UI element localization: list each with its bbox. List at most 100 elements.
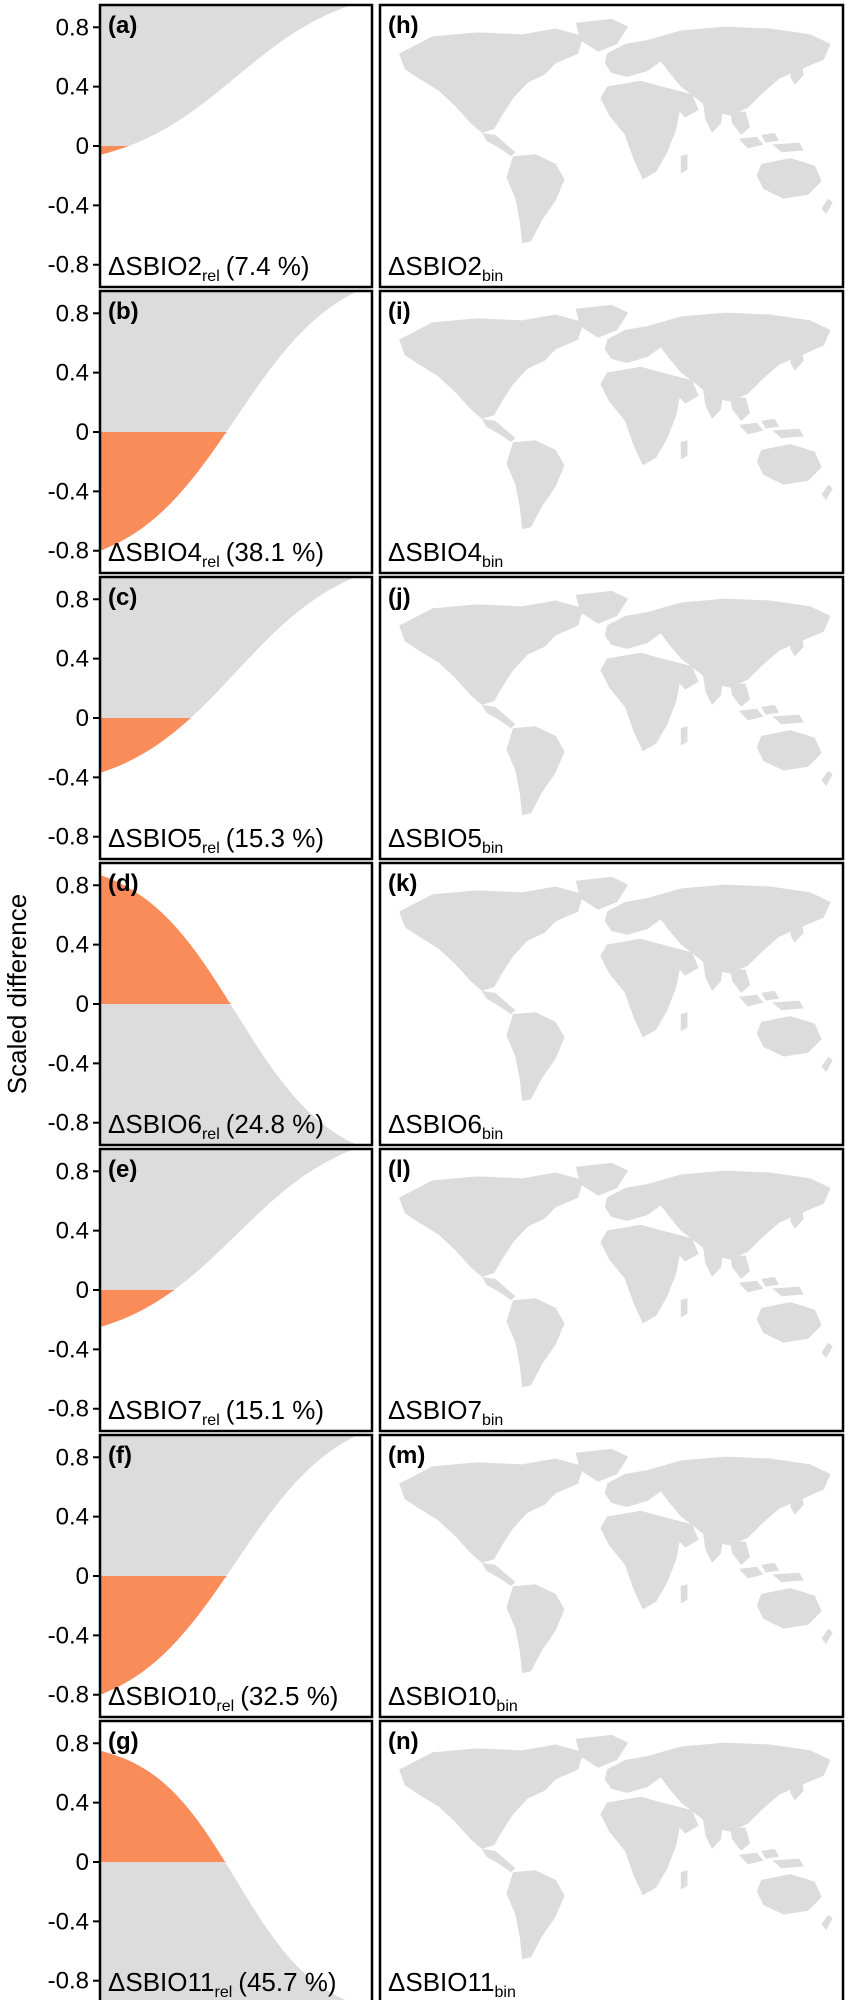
y-tick-label: -0.8 — [48, 1110, 89, 1137]
map-label: ΔSBIO11bin — [388, 1967, 516, 2000]
panel-label-pct: (15.3 %) — [226, 823, 324, 853]
panel-letter: (h) — [388, 12, 419, 39]
y-tick-label: -0.8 — [48, 1682, 89, 1709]
cdf-grey-area — [100, 5, 352, 146]
y-tick-label: -0.4 — [48, 1050, 89, 1077]
map-label-main: ΔSBIO10 — [388, 1681, 496, 1711]
y-tick-label: 0.8 — [56, 14, 89, 41]
cdf-panel: 0.8 0.4 0 -0.4 -0.8 (d) ΔSBIO6rel (24.8 %) — [48, 861, 374, 1147]
cdf-orange-area — [100, 718, 372, 773]
y-tick-label: 0.8 — [56, 1730, 89, 1757]
panel-label-pct: (15.1 %) — [226, 1395, 324, 1425]
y-tick-label: 0 — [76, 705, 89, 732]
cdf-orange-area — [100, 874, 372, 1004]
panel-label-sub: rel — [202, 840, 220, 857]
map-label: ΔSBIO10bin — [388, 1681, 518, 1715]
panel-letter: (l) — [388, 1156, 411, 1183]
world-land — [399, 18, 833, 244]
cdf-area-group — [100, 874, 372, 1145]
cdf-orange-area — [100, 1576, 372, 1695]
panel-label: ΔSBIO6rel (24.8 %) — [108, 1109, 324, 1143]
panel-label-main: ΔSBIO5 — [108, 823, 202, 853]
y-tick-label: 0 — [76, 1563, 89, 1590]
panel-label-main: ΔSBIO7 — [108, 1395, 202, 1425]
panel-label-sub: rel — [202, 268, 220, 285]
cdf-panel: 0.8 0.4 0 -0.4 -0.8 (b) ΔSBIO4rel (38.1 %) — [48, 289, 374, 575]
map-panel: (j) ΔSBIO5bin — [378, 575, 845, 861]
panel-label: ΔSBIO7rel (15.1 %) — [108, 1395, 324, 1429]
y-tick-label: 0.4 — [56, 646, 89, 673]
map-label-sub: bin — [495, 1984, 516, 2000]
world-land — [399, 1448, 833, 1674]
cdf-orange-area — [100, 1290, 372, 1328]
y-tick-label: 0 — [76, 1849, 89, 1876]
world-land — [399, 590, 833, 816]
cdf-grey-area — [100, 1004, 358, 1145]
cdf-grey-area — [100, 1435, 358, 1576]
cdf-area-group — [100, 1149, 372, 1328]
y-tick-label: 0.4 — [56, 1218, 89, 1245]
y-tick-label: 0 — [76, 991, 89, 1018]
map-label: ΔSBIO7bin — [388, 1395, 503, 1429]
y-tick-label: -0.4 — [48, 1908, 89, 1935]
panel-label: ΔSBIO2rel (7.4 %) — [108, 251, 310, 285]
map-content — [399, 1448, 833, 1674]
cdf-panel: 0.8 0.4 0 -0.4 -0.8 (f) ΔSBIO10rel (32.5 %) — [48, 1433, 374, 1719]
cdf-panel: 0.8 0.4 0 -0.4 -0.8 (c) ΔSBIO5rel (15.3 %) — [48, 575, 374, 861]
y-tick-label: 0.4 — [56, 74, 89, 101]
panel-frame — [378, 861, 845, 1147]
panel-frame — [378, 1147, 845, 1433]
y-tick-label: 0.4 — [56, 1504, 89, 1531]
map-label-sub: bin — [482, 840, 503, 857]
map-label-main: ΔSBIO2 — [388, 251, 482, 281]
map-panel: (i) ΔSBIO4bin — [378, 289, 845, 575]
cdf-area-group — [100, 291, 372, 551]
panel-letter: (e) — [108, 1156, 137, 1183]
cdf-grey-area — [100, 1149, 355, 1290]
panel-letter: (i) — [388, 298, 411, 325]
map-content — [399, 876, 833, 1102]
y-tick-label: 0.8 — [56, 300, 89, 327]
panel-label-pct: (32.5 %) — [240, 1681, 338, 1711]
panel-letter: (f) — [108, 1442, 132, 1469]
y-tick-label: -0.4 — [48, 764, 89, 791]
panel-label-sub: rel — [202, 1126, 220, 1143]
panel-letter: (n) — [388, 1728, 419, 1755]
map-label-main: ΔSBIO6 — [388, 1109, 482, 1139]
map-panels: (h)ΔSBIO2bin(i)ΔSBIO4bin(j)ΔSBIO5bin(k)Δ… — [378, 3, 845, 2000]
cdf-panel: 0.8 0.4 0 -0.4 -0.8 (g) ΔSBIO11rel (45.7 %) — [48, 1719, 374, 2000]
cdf-orange-area — [100, 146, 372, 155]
panel-frame — [378, 289, 845, 575]
panel-label-main: ΔSBIO2 — [108, 251, 202, 281]
panel-frame — [378, 3, 845, 289]
y-tick-label: 0 — [76, 1277, 89, 1304]
panel-label-sub: rel — [202, 1412, 220, 1429]
cdf-area-group — [100, 5, 372, 155]
y-tick-label: 0.8 — [56, 586, 89, 613]
y-tick-label: 0 — [76, 419, 89, 446]
y-tick-label: 0 — [76, 133, 89, 160]
panel-frame — [378, 1719, 845, 2000]
panel-letter: (c) — [108, 584, 137, 611]
y-tick-label: 0.8 — [56, 1158, 89, 1185]
y-tick-label: 0.8 — [56, 1444, 89, 1471]
y-tick-label: -0.8 — [48, 1396, 89, 1423]
map-label: ΔSBIO5bin — [388, 823, 503, 857]
panel-label-main: ΔSBIO6 — [108, 1109, 202, 1139]
y-tick-label: -0.4 — [48, 478, 89, 505]
map-content — [399, 1162, 833, 1388]
map-label: ΔSBIO2bin — [388, 251, 503, 285]
y-tick-label: -0.4 — [48, 1336, 89, 1363]
cdf-grey-area — [100, 577, 356, 718]
map-label-main: ΔSBIO5 — [388, 823, 482, 853]
map-content — [399, 590, 833, 816]
y-tick-label: 0.8 — [56, 872, 89, 899]
panel-letter: (j) — [388, 584, 411, 611]
map-label-main: ΔSBIO7 — [388, 1395, 482, 1425]
panel-letter: (m) — [388, 1442, 425, 1469]
panel-label-sub: rel — [215, 1984, 233, 2000]
world-land — [399, 304, 833, 530]
map-content — [399, 1734, 833, 1960]
map-label-sub: bin — [482, 1126, 503, 1143]
cdf-panel: 0.8 0.4 0 -0.4 -0.8 (e) ΔSBIO7rel (15.1 %) — [48, 1147, 374, 1433]
